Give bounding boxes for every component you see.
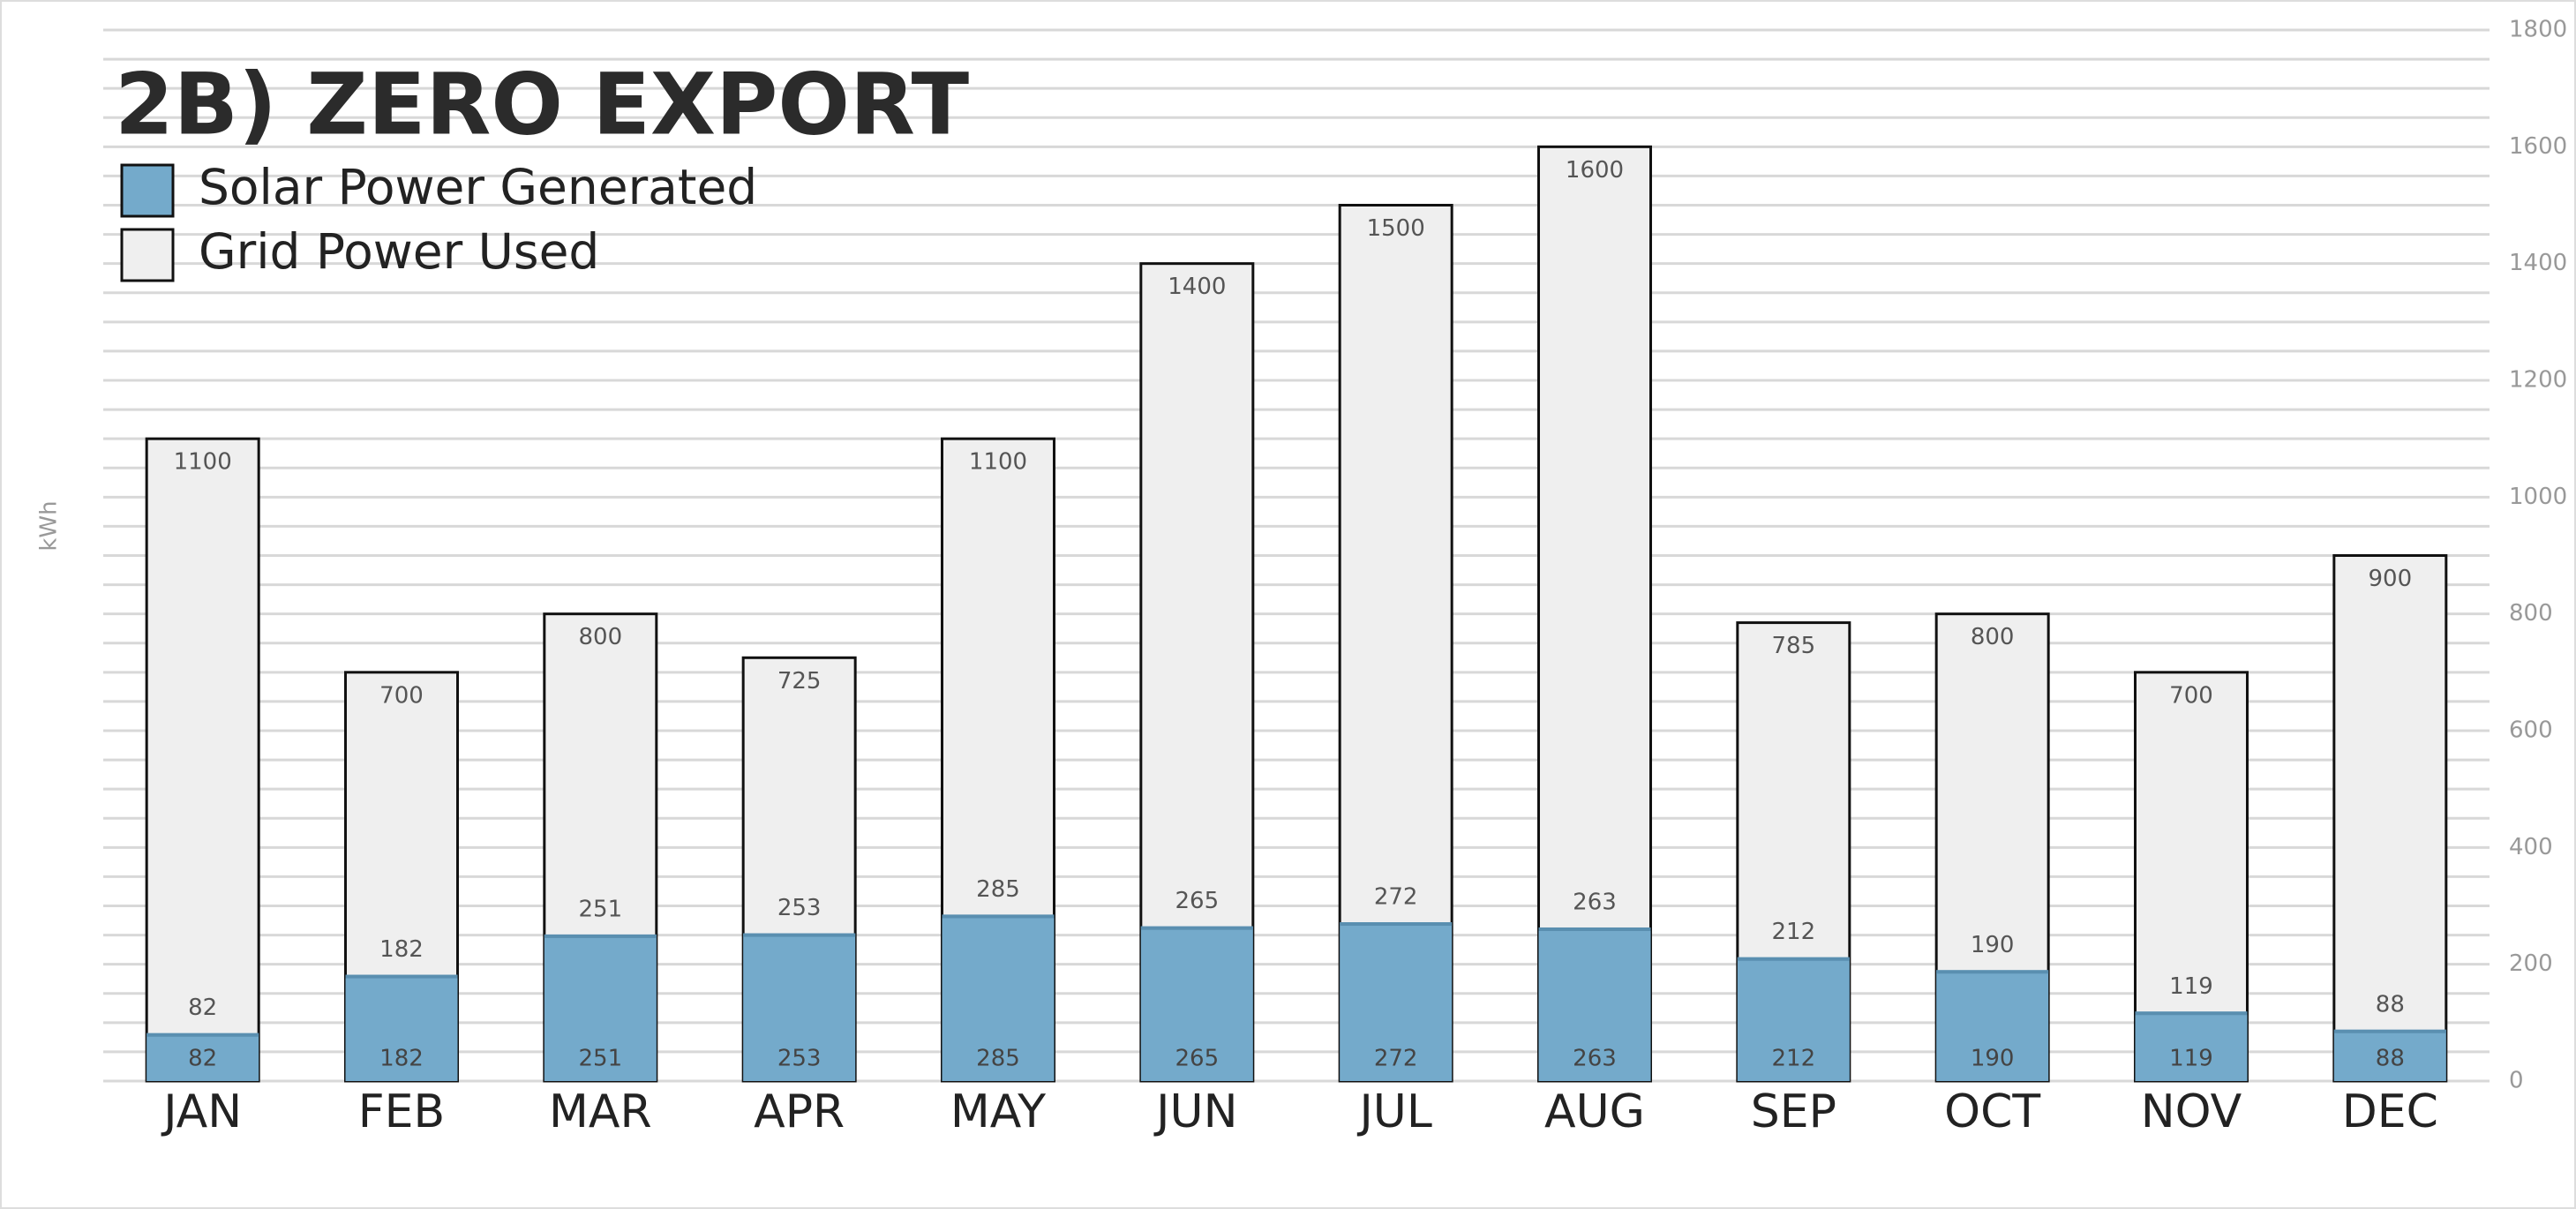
bar	[942, 914, 1055, 1081]
bar	[145, 437, 260, 1083]
data-label: 265	[1175, 888, 1220, 914]
data-label: 725	[777, 668, 822, 695]
bar	[1936, 970, 2049, 1081]
data-label: 119	[2169, 1046, 2213, 1072]
bar	[2135, 1011, 2248, 1081]
y-tick-label: 1800	[2509, 17, 2567, 43]
bar-edge	[345, 974, 458, 979]
y-tick-label: 1000	[2509, 484, 2567, 510]
bar-edge	[1737, 957, 1850, 961]
bar	[1340, 922, 1453, 1081]
data-label: 212	[1772, 919, 1816, 945]
y-tick-label: 1400	[2509, 250, 2567, 276]
x-tick-label: DEC	[2342, 1085, 2438, 1138]
y-tick-label: 600	[2509, 717, 2553, 744]
data-label: 1600	[1566, 157, 1624, 184]
legend-label: Grid Power Used	[199, 223, 599, 280]
data-label: 272	[1374, 884, 1418, 911]
y-axis-label: kWh	[36, 500, 63, 551]
data-label: 700	[379, 682, 424, 709]
data-label: 190	[1971, 1046, 2015, 1072]
data-label: 285	[976, 1046, 1020, 1072]
data-label: 182	[379, 936, 424, 963]
x-tick-label: JUN	[1153, 1085, 1237, 1138]
bar	[2333, 1029, 2446, 1081]
x-tick-label: JAN	[161, 1085, 242, 1138]
data-label: 265	[1175, 1046, 1220, 1072]
bars: 1100 82 82 700 182 182 800 251 251 725 253 253 1100 2…	[145, 145, 2448, 1083]
x-tick-label: MAR	[549, 1085, 652, 1138]
data-label: 253	[777, 1046, 822, 1072]
bar	[2332, 554, 2448, 1083]
bar	[743, 933, 856, 1081]
data-label: 263	[1573, 889, 1617, 915]
chart-title: 2B) ZERO EXPORT	[115, 55, 969, 154]
y-tick-label: 400	[2509, 834, 2553, 860]
bar	[1537, 145, 1652, 1083]
legend-swatch	[120, 228, 175, 282]
bar-edge	[743, 933, 856, 937]
bar-edge	[1936, 970, 2049, 974]
bar	[544, 934, 657, 1081]
data-label: 119	[2169, 973, 2213, 1000]
x-tick-label: MAY	[950, 1085, 1046, 1138]
data-label: 800	[1971, 624, 2015, 650]
data-label: 1400	[1168, 274, 1226, 300]
x-tick-label: APR	[754, 1085, 845, 1138]
x-tick-label: SEP	[1751, 1085, 1836, 1138]
y-tick-label: 0	[2509, 1068, 2524, 1094]
bar-edge	[1140, 926, 1253, 930]
x-tick-label: AUG	[1544, 1085, 1645, 1138]
data-label: 700	[2169, 682, 2213, 709]
bar	[146, 1033, 259, 1081]
data-label: 900	[2369, 566, 2413, 592]
legend-label: Solar Power Generated	[199, 159, 757, 215]
y-tick-label: 200	[2509, 950, 2553, 977]
data-label: 785	[1772, 633, 1816, 659]
bar	[1737, 957, 1850, 1081]
x-tick-label: OCT	[1944, 1085, 2040, 1138]
data-label: 285	[976, 876, 1020, 903]
bar	[345, 974, 458, 1081]
data-label: 88	[2376, 1046, 2405, 1072]
y-tick-label: 1600	[2509, 133, 2567, 160]
data-label: 212	[1772, 1046, 1816, 1072]
bar-edge	[544, 934, 657, 938]
data-label: 82	[188, 995, 217, 1021]
data-label: 263	[1573, 1046, 1617, 1072]
data-label: 190	[1971, 932, 2015, 958]
data-label: 1500	[1367, 215, 1425, 242]
data-label: 251	[579, 896, 623, 922]
x-tick-label: FEB	[358, 1085, 445, 1138]
bar-edge	[2333, 1029, 2446, 1033]
data-label: 82	[188, 1046, 217, 1072]
bar-edge	[942, 914, 1055, 919]
x-tick-label: NOV	[2141, 1085, 2242, 1138]
grid	[103, 28, 2490, 1083]
bar	[1140, 926, 1253, 1081]
bar-edge	[146, 1033, 259, 1037]
data-label: 272	[1374, 1046, 1418, 1072]
data-label: 1100	[174, 449, 232, 476]
legend-swatch	[120, 163, 175, 218]
y-tick-label: 800	[2509, 600, 2553, 627]
data-label: 1100	[969, 449, 1027, 476]
data-label: 182	[379, 1046, 424, 1072]
data-label: 251	[579, 1046, 623, 1072]
bar-edge	[1538, 927, 1651, 931]
x-tick-label: JUL	[1356, 1085, 1431, 1138]
bar	[1538, 927, 1651, 1081]
data-label: 800	[579, 624, 623, 650]
bar-edge	[1340, 922, 1453, 927]
data-label: 253	[777, 895, 822, 921]
bar-edge	[2135, 1011, 2248, 1016]
data-label: 88	[2376, 991, 2405, 1018]
y-tick-label: 1200	[2509, 367, 2567, 394]
